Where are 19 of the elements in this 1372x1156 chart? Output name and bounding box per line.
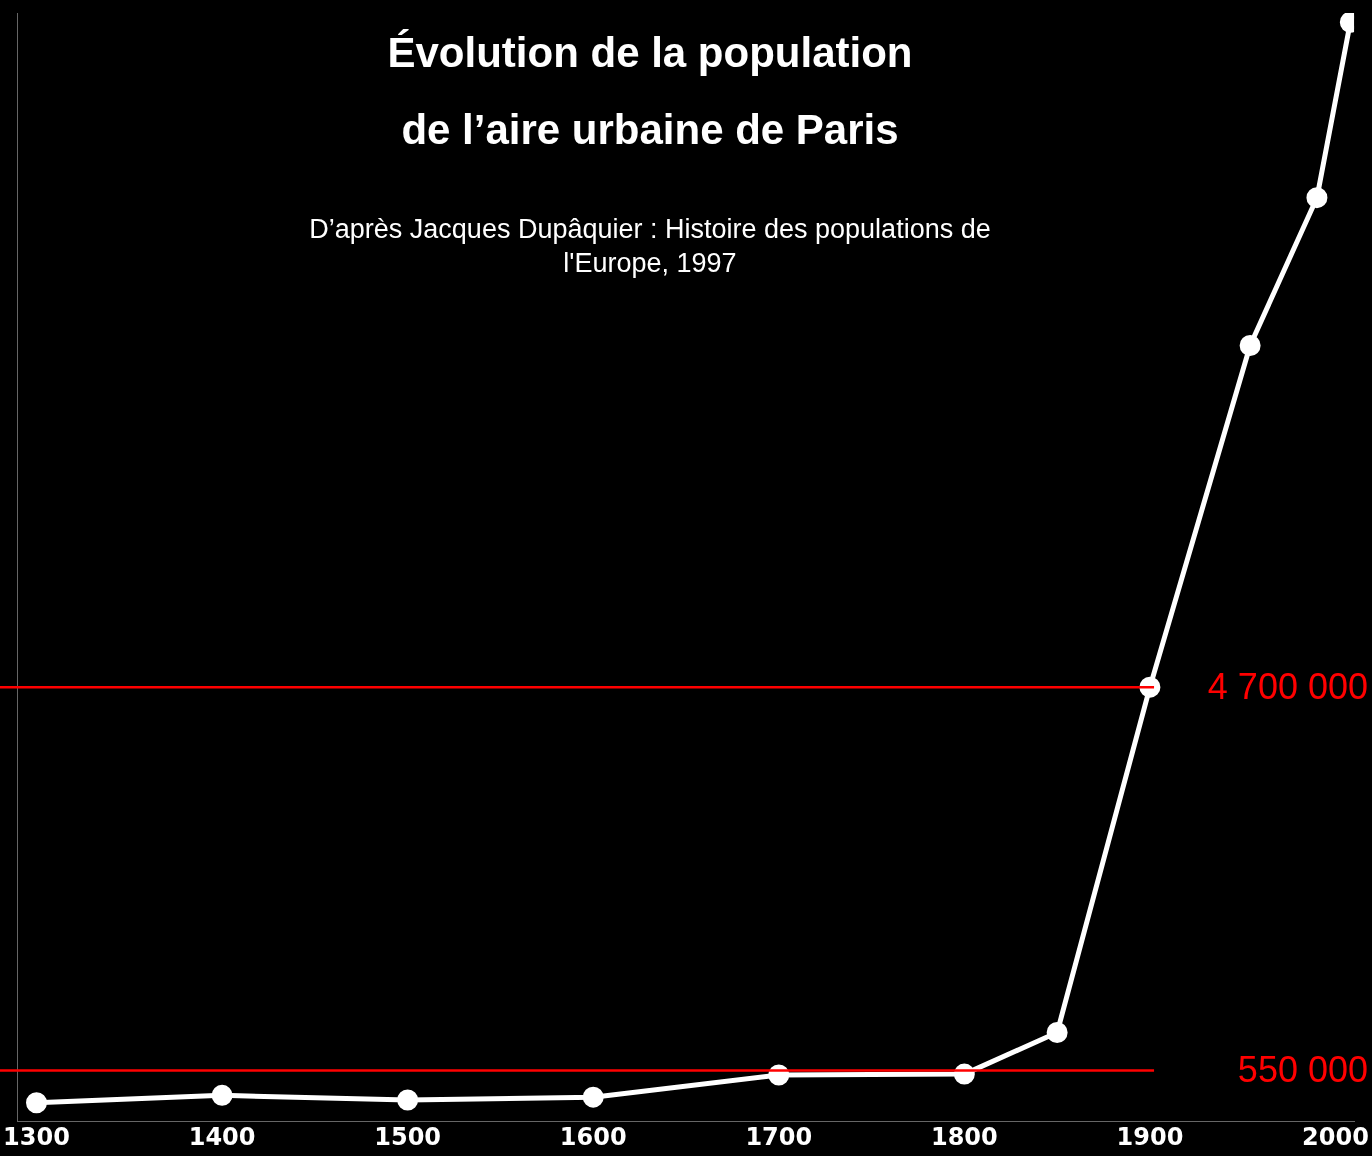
x-tick-label: 2000 [1302, 1122, 1369, 1151]
x-tick-label: 1800 [930, 1122, 998, 1151]
point [397, 1089, 419, 1111]
point [582, 1086, 604, 1108]
x-tick-label: 1700 [745, 1122, 813, 1151]
text: Évolution de la population de l’aire urbaine de Paris [386, 28, 914, 155]
x-tick-label: 1500 [374, 1122, 442, 1151]
point [1306, 187, 1328, 209]
point [211, 1084, 233, 1106]
x-tick-label: 1300 [3, 1122, 70, 1151]
point [1046, 1022, 1068, 1044]
point [1239, 334, 1261, 356]
text: D’après Jacques Dupâquier : Histoire des populations de l'Europe, 1997 [308, 213, 992, 280]
x-tick-label: 1400 [188, 1122, 256, 1151]
x-tick-label: 1600 [559, 1122, 627, 1151]
point [26, 1092, 48, 1114]
y-tick-label: 4 700 000 [1207, 666, 1368, 708]
x-tick-label: 1900 [1116, 1122, 1184, 1151]
y-tick-label: 550 000 [1237, 1049, 1368, 1091]
